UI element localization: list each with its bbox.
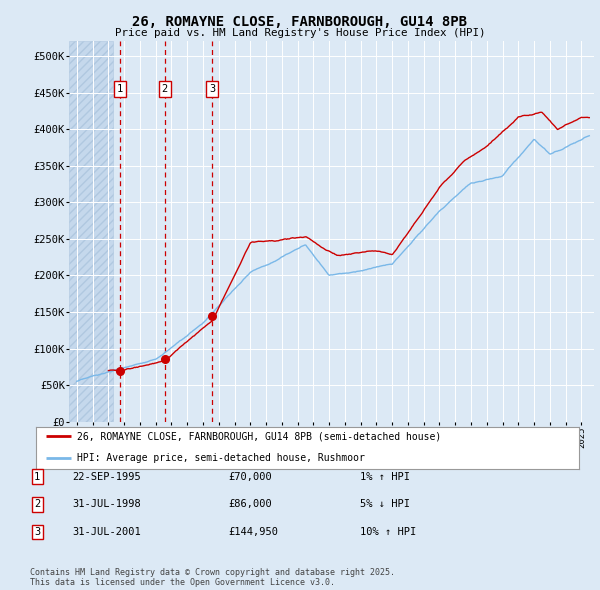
- Text: 1% ↑ HPI: 1% ↑ HPI: [360, 472, 410, 481]
- Text: HPI: Average price, semi-detached house, Rushmoor: HPI: Average price, semi-detached house,…: [77, 454, 365, 463]
- Text: 3: 3: [209, 84, 215, 94]
- Text: £144,950: £144,950: [228, 527, 278, 537]
- Text: 26, ROMAYNE CLOSE, FARNBOROUGH, GU14 8PB (semi-detached house): 26, ROMAYNE CLOSE, FARNBOROUGH, GU14 8PB…: [77, 431, 441, 441]
- Text: 22-SEP-1995: 22-SEP-1995: [72, 472, 141, 481]
- Text: Price paid vs. HM Land Registry's House Price Index (HPI): Price paid vs. HM Land Registry's House …: [115, 28, 485, 38]
- Text: 31-JUL-1998: 31-JUL-1998: [72, 500, 141, 509]
- Text: 2: 2: [34, 500, 40, 509]
- Text: 1: 1: [34, 472, 40, 481]
- Text: 5% ↓ HPI: 5% ↓ HPI: [360, 500, 410, 509]
- Text: Contains HM Land Registry data © Crown copyright and database right 2025.
This d: Contains HM Land Registry data © Crown c…: [30, 568, 395, 587]
- Text: 1: 1: [116, 84, 123, 94]
- Text: 2: 2: [162, 84, 168, 94]
- Text: 3: 3: [34, 527, 40, 537]
- Text: £70,000: £70,000: [228, 472, 272, 481]
- Text: £86,000: £86,000: [228, 500, 272, 509]
- Text: 31-JUL-2001: 31-JUL-2001: [72, 527, 141, 537]
- Text: 10% ↑ HPI: 10% ↑ HPI: [360, 527, 416, 537]
- Text: 26, ROMAYNE CLOSE, FARNBOROUGH, GU14 8PB: 26, ROMAYNE CLOSE, FARNBOROUGH, GU14 8PB: [133, 15, 467, 29]
